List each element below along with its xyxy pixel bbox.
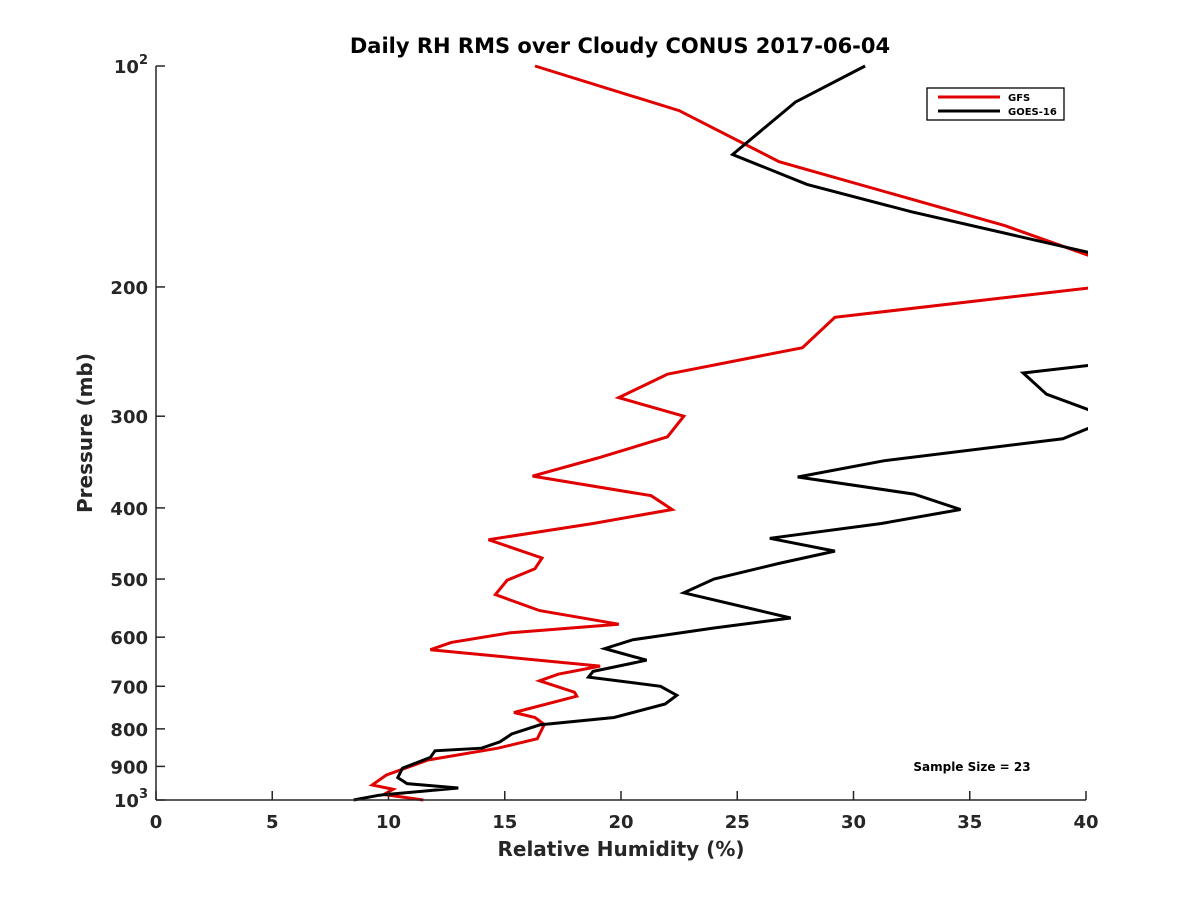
- y-tick-label: 102: [114, 53, 148, 78]
- y-tick-label-base: 200: [110, 278, 148, 299]
- y-tick-label-base: 300: [110, 407, 148, 428]
- y-tick-label: 500: [110, 570, 148, 591]
- y-axis-label: Pressure (mb): [73, 353, 97, 513]
- y-tick-label: 200: [110, 278, 148, 299]
- y-tick-label: 800: [110, 720, 148, 741]
- x-tick-label: 30: [841, 812, 866, 833]
- y-tick-label-base: 800: [110, 720, 148, 741]
- y-tick-label-base: 10: [114, 791, 139, 812]
- legend: GFS GOES-16: [926, 87, 1065, 121]
- x-tick-label: 20: [608, 812, 633, 833]
- y-tick-label: 600: [110, 628, 148, 649]
- x-tick-label: 40: [1073, 812, 1098, 833]
- x-axis-label: Relative Humidity (%): [497, 837, 744, 861]
- legend-box: [926, 87, 1065, 121]
- chart-title: Daily RH RMS over Cloudy CONUS 2017-06-0…: [350, 34, 890, 58]
- legend-label-goes16: GOES-16: [1008, 107, 1057, 118]
- series-line-gfs: [368, 64, 1088, 802]
- x-tick-label: 15: [492, 812, 517, 833]
- x-tick-label: 0: [150, 812, 163, 833]
- legend-label-gfs: GFS: [1008, 93, 1030, 104]
- series-group: [353, 64, 1088, 802]
- y-tick-label-base: 400: [110, 499, 148, 520]
- y-tick-label-base: 10: [114, 57, 139, 78]
- series-line-goes16: [353, 64, 1088, 802]
- y-tick-label-base: 900: [110, 757, 148, 778]
- y-tick-label: 300: [110, 407, 148, 428]
- y-tick-label-base: 700: [110, 677, 148, 698]
- y-tick-label: 103: [114, 787, 148, 812]
- y-tick-label-exponent: 2: [139, 53, 148, 68]
- x-tick-label: 35: [957, 812, 982, 833]
- x-tick-label: 25: [725, 812, 750, 833]
- y-tick-label: 400: [110, 499, 148, 520]
- y-tick-label: 900: [110, 757, 148, 778]
- sample-size-annotation: Sample Size = 23: [913, 760, 1030, 774]
- y-tick-label: 700: [110, 677, 148, 698]
- y-tick-label-base: 500: [110, 570, 148, 591]
- y-tick-label-base: 600: [110, 628, 148, 649]
- y-tick-label-exponent: 3: [139, 787, 148, 802]
- x-tick-label: 5: [266, 812, 279, 833]
- x-axis-ticks: 0 5 10 15 20 25 30 35 40: [150, 791, 1099, 833]
- x-tick-label: 10: [376, 812, 401, 833]
